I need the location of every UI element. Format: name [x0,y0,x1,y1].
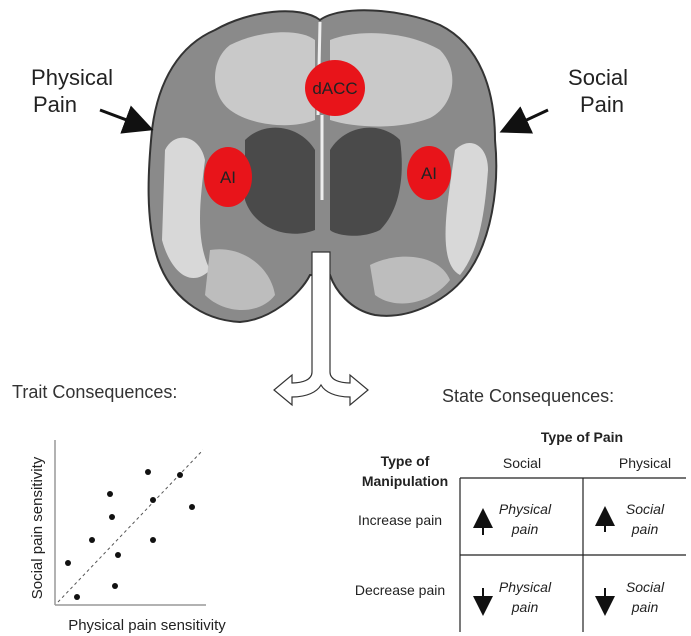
right-label: Pain [580,92,624,117]
figure: dACC AI AI Physical Pain Social Pain Tra… [0,0,691,636]
left-label: Physical [31,65,113,90]
trait-title: Trait Consequences: [12,382,177,402]
cell-text: pain [511,521,539,537]
scatter [55,440,206,605]
region-label: dACC [312,79,357,98]
arrow [100,110,148,128]
state-title: State Consequences: [442,386,614,406]
left-label: Pain [33,92,77,117]
cell-text: pain [631,521,659,537]
column-header: Social [503,455,541,471]
cell-text: Physical [499,501,552,517]
y-axis-label: Social pain sensitivity [29,456,46,599]
cell-text: Social [626,579,665,595]
cell-text: Social [626,501,665,517]
column-header: Physical [619,455,671,471]
cell-text: pain [511,599,539,615]
direction-arrows [483,510,605,612]
cell-text: pain [631,599,659,615]
column-group: Type of Pain [541,429,623,445]
arrow [505,110,548,130]
row-label: Increase pain [358,512,442,528]
right-label: Social [568,65,628,90]
row-group: Type of [381,453,430,469]
row-label: Decrease pain [355,582,445,598]
region-label: AI [421,164,437,183]
x-axis-label: Physical pain sensitivity [68,617,226,634]
region-label: AI [220,168,236,187]
row-group: Manipulation [362,473,448,489]
cell-text: Physical [499,579,552,595]
